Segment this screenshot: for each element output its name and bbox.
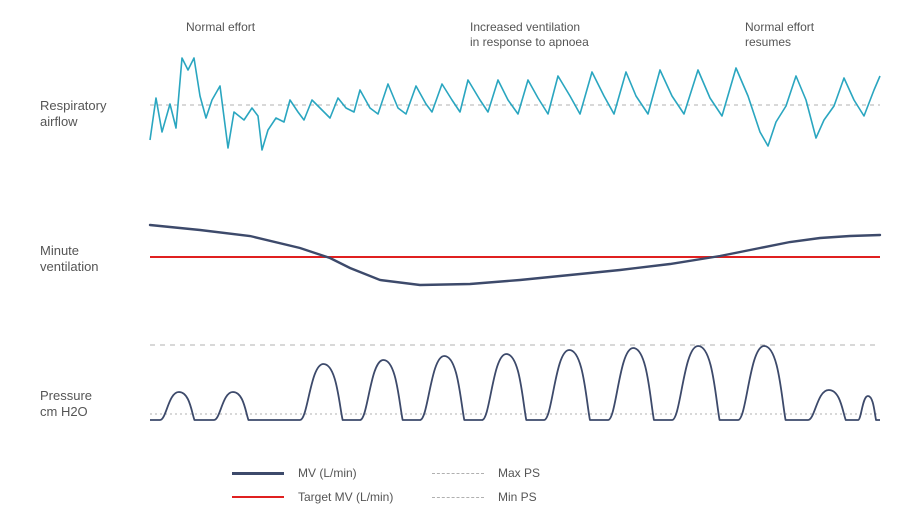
- ylabel-pressure: Pressurecm H2O: [40, 388, 140, 419]
- ylabel-airflow: Respiratoryairflow: [40, 98, 140, 129]
- legend-item: Target MV (L/min): [232, 490, 393, 504]
- annotation: Normal effort: [186, 20, 255, 35]
- legend-item: MV (L/min): [232, 466, 357, 480]
- annotation: Increased ventilationin response to apno…: [470, 20, 589, 50]
- legend-item: Max PS: [432, 466, 540, 480]
- legend-item: Min PS: [432, 490, 537, 504]
- annotation: Normal effortresumes: [745, 20, 814, 50]
- ylabel-mv: Minuteventilation: [40, 243, 140, 274]
